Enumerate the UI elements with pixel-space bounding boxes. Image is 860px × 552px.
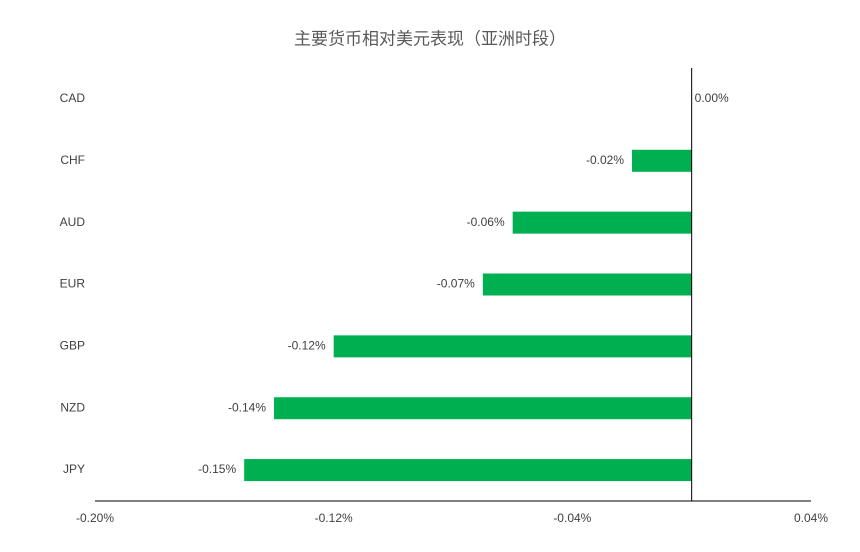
y-tick-label: JPY [63, 462, 85, 476]
value-label: -0.02% [586, 153, 624, 167]
value-label: -0.06% [467, 215, 505, 229]
x-tick-label: -0.20% [76, 511, 114, 525]
x-tick-label: -0.12% [315, 511, 353, 525]
bar [482, 273, 692, 296]
x-tick-label: -0.04% [553, 511, 591, 525]
y-tick-label: AUD [60, 215, 86, 229]
bar [244, 459, 692, 482]
value-label: -0.14% [228, 400, 266, 414]
x-tick-label: 0.04% [794, 511, 828, 525]
value-label: -0.12% [288, 339, 326, 353]
value-label: -0.07% [437, 277, 475, 291]
bar [632, 149, 692, 172]
chart-title: 主要货币相对美元表现（亚洲时段） [294, 29, 566, 48]
y-tick-label: NZD [60, 400, 85, 414]
bar [333, 335, 692, 358]
y-tick-label: CAD [60, 91, 86, 105]
y-tick-label: CHF [60, 153, 85, 167]
value-label: 0.00% [695, 91, 729, 105]
bar [512, 211, 692, 234]
value-label: -0.15% [198, 462, 236, 476]
bar [274, 397, 692, 420]
y-tick-label: EUR [60, 277, 86, 291]
y-tick-label: GBP [60, 339, 85, 353]
